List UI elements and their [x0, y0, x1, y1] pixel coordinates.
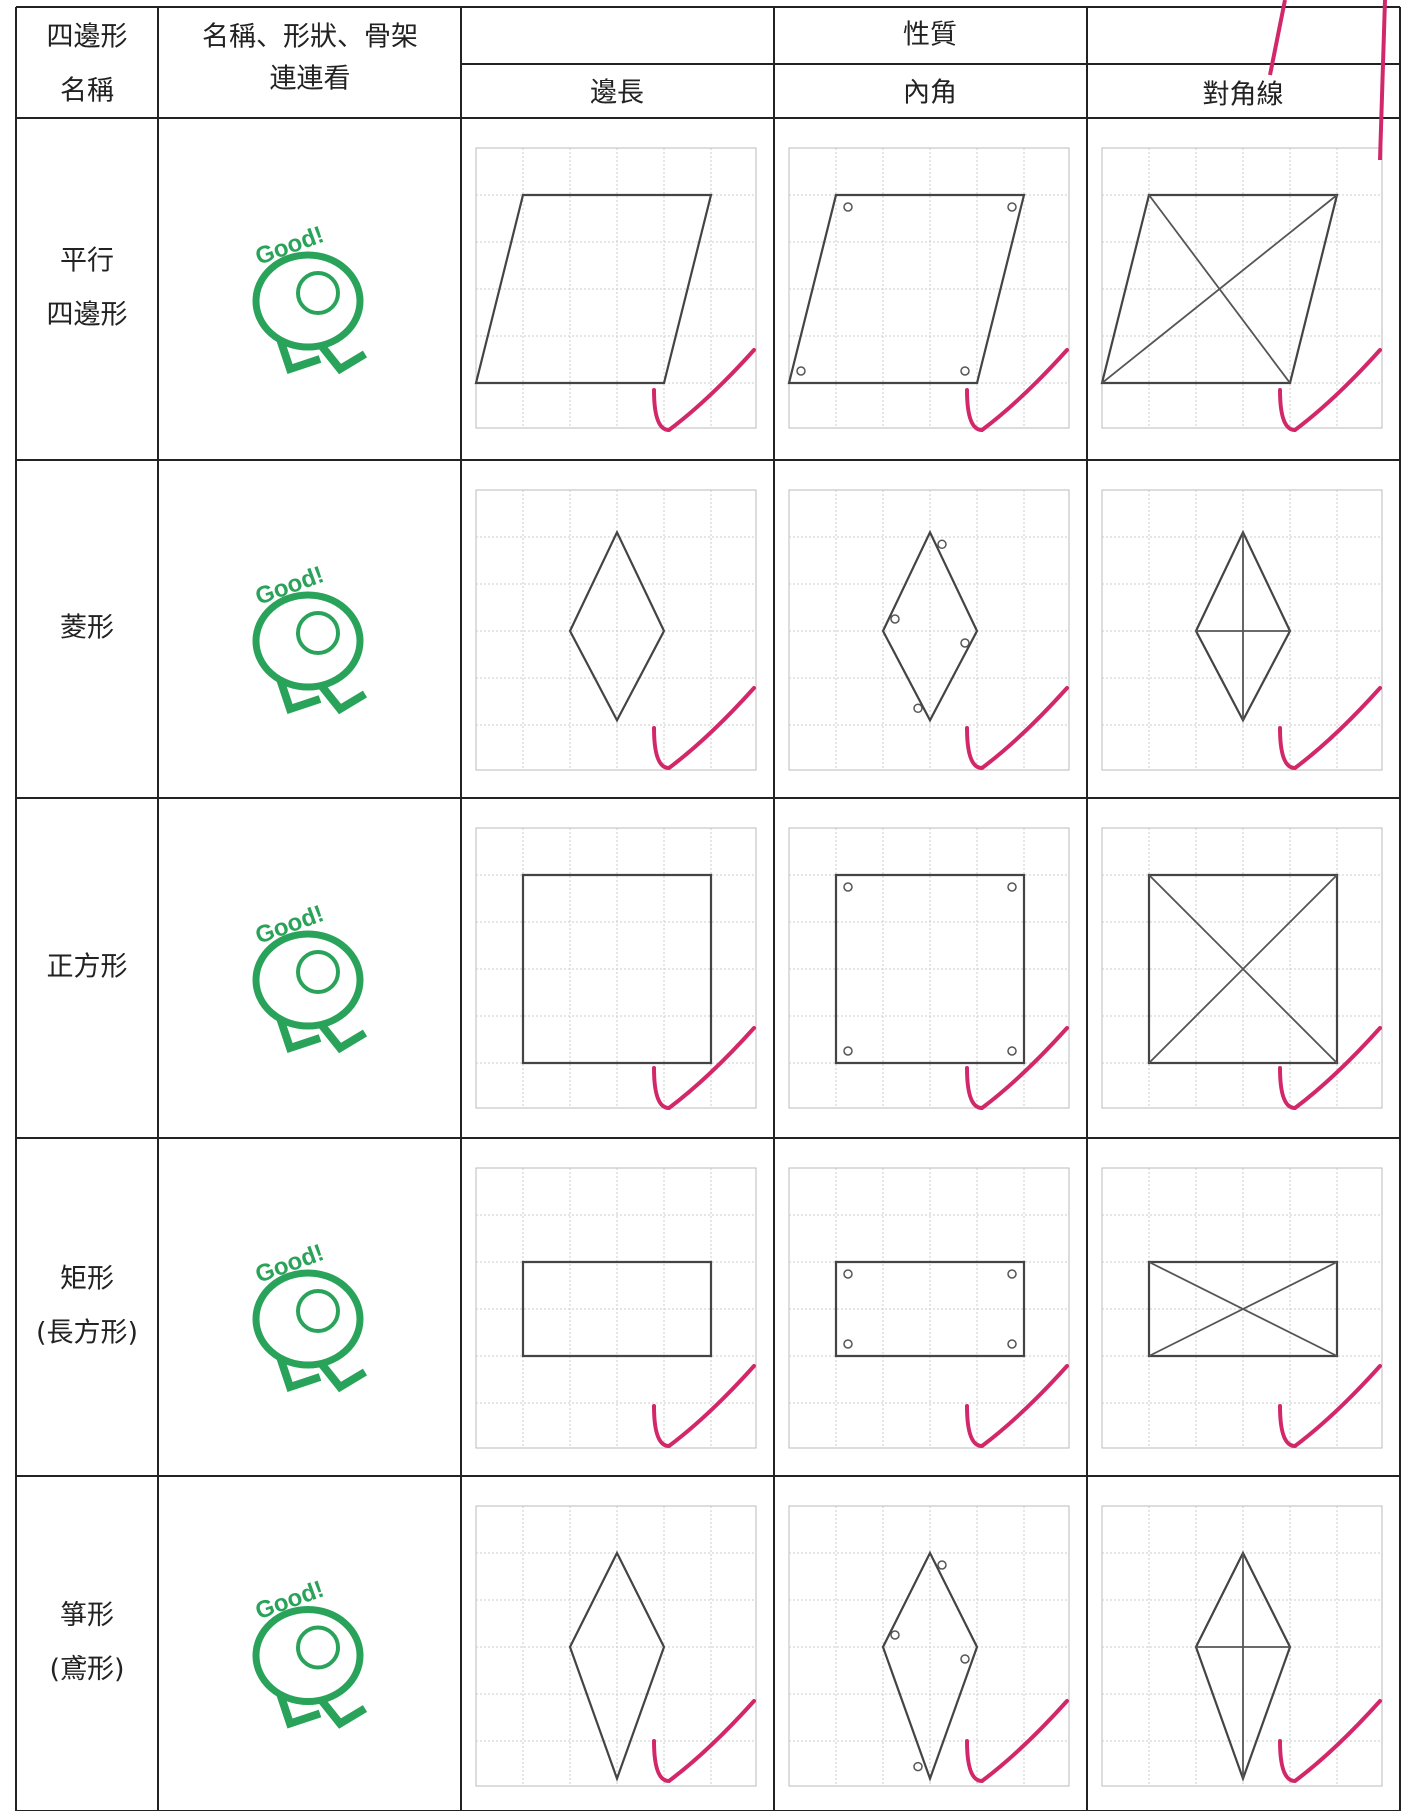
- check-mark: [652, 686, 756, 771]
- stamp-legs: [276, 677, 368, 715]
- grid-panel: [788, 1505, 1070, 1787]
- stamp-legs: [276, 1692, 368, 1729]
- diagonal: [1101, 194, 1338, 384]
- grid-panel: [788, 1167, 1070, 1449]
- row-name: (長方形): [36, 1318, 138, 1349]
- stamp-body: [252, 930, 364, 1030]
- grid-panel: [475, 1505, 757, 1787]
- check-mark: [1278, 348, 1382, 433]
- angle-mark: [913, 1761, 923, 1772]
- grid-panel: [788, 147, 1070, 429]
- grid-panel: [1101, 1167, 1383, 1449]
- grid-panel: [475, 147, 757, 429]
- angle-mark: [960, 366, 970, 376]
- angle-mark: [960, 638, 970, 648]
- check-mark: [652, 348, 756, 433]
- quadrilateral: [568, 529, 666, 723]
- check-mark: [965, 1364, 1069, 1449]
- quadrilateral: [521, 1260, 713, 1358]
- quadrilateral: [787, 193, 1026, 385]
- angle-mark: [937, 1560, 947, 1570]
- stamp-legs: [276, 1355, 368, 1393]
- angle-mark: [890, 614, 900, 624]
- angle-mark: [913, 703, 923, 714]
- grid-panel: [1101, 489, 1383, 771]
- stamp-face: [296, 1625, 340, 1670]
- stamp-body: [252, 1269, 364, 1369]
- stamp-legs: [276, 1016, 368, 1054]
- angle-mark: [937, 539, 947, 550]
- check-mark: [965, 348, 1069, 433]
- row-name: 正方形: [47, 952, 128, 983]
- angle-mark: [1007, 1269, 1017, 1279]
- check-mark: [965, 1026, 1069, 1111]
- angle-mark: [1007, 882, 1017, 892]
- grid-panel: [1101, 147, 1383, 429]
- diagonal: [1148, 874, 1338, 1064]
- header-name-line: 名稱: [60, 76, 114, 107]
- stamp-body: [252, 251, 364, 351]
- check-mark: [652, 1026, 756, 1111]
- stamp-face: [296, 271, 340, 315]
- quadrilateral: [881, 529, 979, 723]
- angle-mark: [843, 1339, 853, 1349]
- grid-panel: [475, 827, 757, 1109]
- angle-mark: [960, 1654, 970, 1664]
- check-mark: [652, 1699, 756, 1784]
- diagonal: [1148, 1261, 1338, 1357]
- row-name: 矩形: [60, 1264, 114, 1295]
- header-column: 邊長: [590, 78, 644, 109]
- grid-panel: [788, 827, 1070, 1109]
- angle-mark: [1007, 202, 1017, 212]
- check-mark: [965, 686, 1069, 771]
- stamp-body: [252, 1606, 364, 1705]
- quadrilateral: [834, 1260, 1026, 1358]
- check-mark: [1278, 686, 1382, 771]
- stamp-face: [296, 950, 340, 994]
- quadrilateral: [474, 193, 713, 385]
- stamp-face: [296, 1289, 340, 1333]
- angle-mark: [796, 366, 806, 376]
- quadrilateral: [881, 1550, 979, 1782]
- header-column: 內角: [903, 78, 957, 109]
- grid-panel: [1101, 1505, 1383, 1787]
- stamp-face: [296, 611, 340, 655]
- row-name: 箏形: [60, 1600, 114, 1631]
- check-mark: [652, 1364, 756, 1449]
- grid-panel: [788, 489, 1070, 771]
- grid-panel: [1101, 827, 1383, 1109]
- quadrilateral: [521, 873, 713, 1065]
- header-name-line: 四邊形: [47, 22, 128, 53]
- pen-stroke: [1268, 0, 1387, 161]
- angle-mark: [1007, 1339, 1017, 1349]
- quadrilateral: [568, 1550, 666, 1782]
- grid-panel: [475, 1167, 757, 1449]
- angle-mark: [890, 1630, 900, 1640]
- angle-mark: [843, 1269, 853, 1279]
- grid-panel: [475, 489, 757, 771]
- angle-mark: [843, 1046, 853, 1056]
- header-match-line: 名稱、形狀、骨架: [202, 22, 418, 53]
- angle-mark: [1007, 1046, 1017, 1056]
- angle-mark: [843, 882, 853, 892]
- stamp-body: [252, 591, 364, 691]
- row-name: (鳶形): [49, 1654, 124, 1685]
- quadrilateral: [834, 873, 1026, 1065]
- check-mark: [1278, 1364, 1382, 1449]
- stamp-legs: [276, 337, 368, 375]
- row-name: 菱形: [60, 613, 114, 644]
- header-properties: 性質: [903, 20, 957, 51]
- angle-mark: [843, 202, 853, 212]
- row-name: 平行: [60, 246, 114, 277]
- check-mark: [1278, 1026, 1382, 1111]
- header-column: 對角線: [1203, 80, 1284, 111]
- check-mark: [965, 1699, 1069, 1784]
- check-mark: [1278, 1699, 1382, 1784]
- row-name: 四邊形: [47, 300, 128, 331]
- header-match-line: 連連看: [270, 64, 351, 95]
